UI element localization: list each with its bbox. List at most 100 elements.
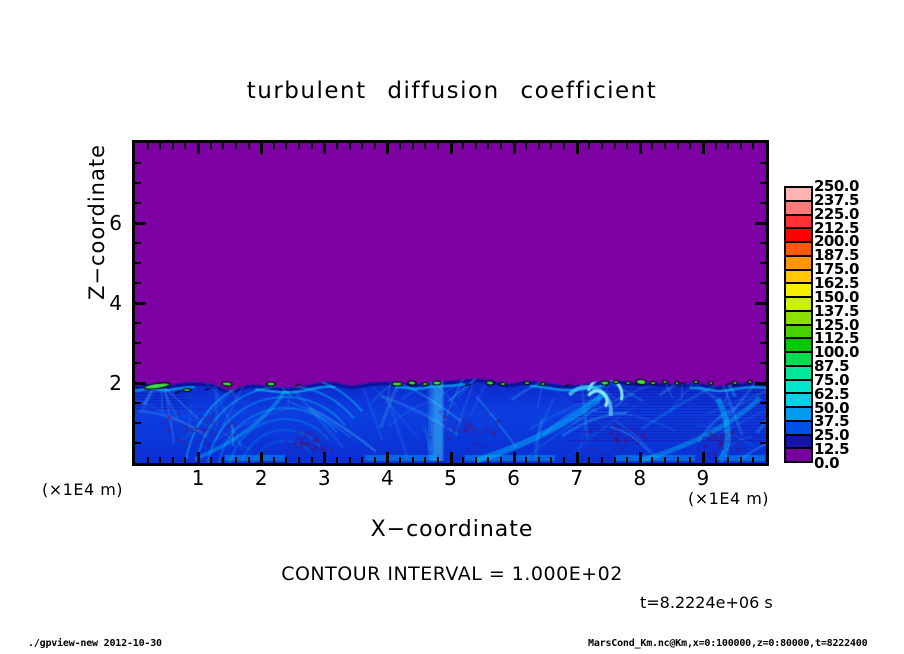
x-minor-tick [336,143,338,149]
x-minor-tick [273,457,275,463]
colorbar-label: 225.0 [814,204,859,223]
colorbar-swatch [786,380,811,393]
x-tick-label: 4 [381,466,394,490]
x-minor-tick [626,457,628,463]
x-minor-tick [285,457,287,463]
x-tick-label: 7 [570,466,584,490]
z-major-tick [135,301,146,305]
time-annotation: t=8.2224e+06 s [640,593,773,612]
x-major-tick [196,143,200,154]
colorbar-swatch [786,353,811,365]
x-minor-tick [210,457,212,463]
colorbar-label: 12.5 [814,440,850,459]
x-minor-tick [235,457,237,463]
x-major-tick [638,143,642,154]
colorbar-swatch [786,311,811,324]
x-minor-tick [349,457,351,463]
colorbar-swatch [786,298,811,310]
colorbar-swatch [786,243,811,255]
x-minor-tick [437,457,439,463]
z-minor-tick [135,162,141,164]
x-minor-tick [210,143,212,149]
footer-program-stamp: ./gpview-new 2012-10-30 [28,638,162,649]
z-minor-tick [135,422,141,424]
colorbar-swatch [786,215,811,228]
x-major-tick [701,143,705,154]
footer-data-source: MarsCond_Km.nc@Km,x=0:100000,z=0:80000,t… [588,638,868,649]
x-minor-tick [550,457,552,463]
plot-frame [132,140,769,466]
colorbar-swatch [786,325,811,338]
heatmap-canvas [135,143,766,463]
colorbar-swatch [786,339,811,351]
x-minor-tick [311,143,313,149]
plot-area [135,143,766,463]
z-minor-tick [760,242,766,244]
z-minor-tick [760,202,766,204]
x-minor-tick [159,457,161,463]
x-minor-tick [626,143,628,149]
x-minor-tick [424,143,426,149]
x-minor-tick [361,457,363,463]
z-major-tick [755,301,766,305]
z-minor-tick [760,362,766,364]
z-minor-tick [760,262,766,264]
z-minor-tick [760,342,766,344]
z-minor-tick [760,322,766,324]
x-minor-tick [374,457,376,463]
colorbar-swatch [786,408,811,420]
x-minor-tick [487,143,489,149]
z-minor-tick [135,342,141,344]
x-tick-label: 8 [633,466,647,490]
x-minor-tick [614,457,616,463]
x-major-tick [701,452,705,463]
colorbar-label: 25.0 [814,426,850,445]
x-minor-tick [538,457,540,463]
colorbar-label: 212.5 [814,218,859,237]
colorbar-swatch [786,421,811,434]
colorbar-label: 150.0 [814,287,859,306]
x-minor-tick [677,457,679,463]
x-tick-label: 1 [191,466,205,490]
x-minor-tick [273,143,275,149]
colorbar-label: 187.5 [814,246,859,265]
colorbar-label: 62.5 [814,384,850,403]
z-minor-tick [760,282,766,284]
x-minor-tick [159,143,161,149]
x-tick-label: 3 [317,466,331,490]
x-minor-tick [399,457,401,463]
x-minor-tick [399,143,401,149]
colorbar-label: 100.0 [814,343,859,362]
x-minor-tick [222,457,224,463]
x-minor-tick [651,143,653,149]
x-minor-tick [563,457,565,463]
x-major-tick [196,452,200,463]
colorbar-label: 37.5 [814,412,850,431]
x-minor-tick [664,143,666,149]
x-minor-tick [487,457,489,463]
x-minor-tick [184,143,186,149]
colorbar-label: 200.0 [814,232,859,251]
x-minor-tick [222,143,224,149]
z-minor-tick [760,162,766,164]
colorbar-swatch [786,188,811,200]
x-minor-tick [752,457,754,463]
z-minor-tick [135,362,141,364]
z-tick-label: 2 [109,371,122,395]
x-minor-tick [752,143,754,149]
x-minor-tick [475,457,477,463]
colorbar-label: 175.0 [814,260,859,279]
colorbar-swatch [786,394,811,406]
contour-interval-note: CONTOUR INTERVAL = 1.000E+02 [281,563,623,585]
colorbar-label: 162.5 [814,273,859,292]
colorbar-label: 50.0 [814,398,850,417]
colorbar-swatch [786,256,811,269]
x-major-tick [385,452,389,463]
x-minor-tick [285,143,287,149]
colorbar-swatch [786,449,811,461]
colorbar [784,186,813,463]
x-minor-tick [311,457,313,463]
x-tick-label: 6 [507,466,520,490]
colorbar-label: 250.0 [814,177,859,195]
x-major-tick [322,452,326,463]
